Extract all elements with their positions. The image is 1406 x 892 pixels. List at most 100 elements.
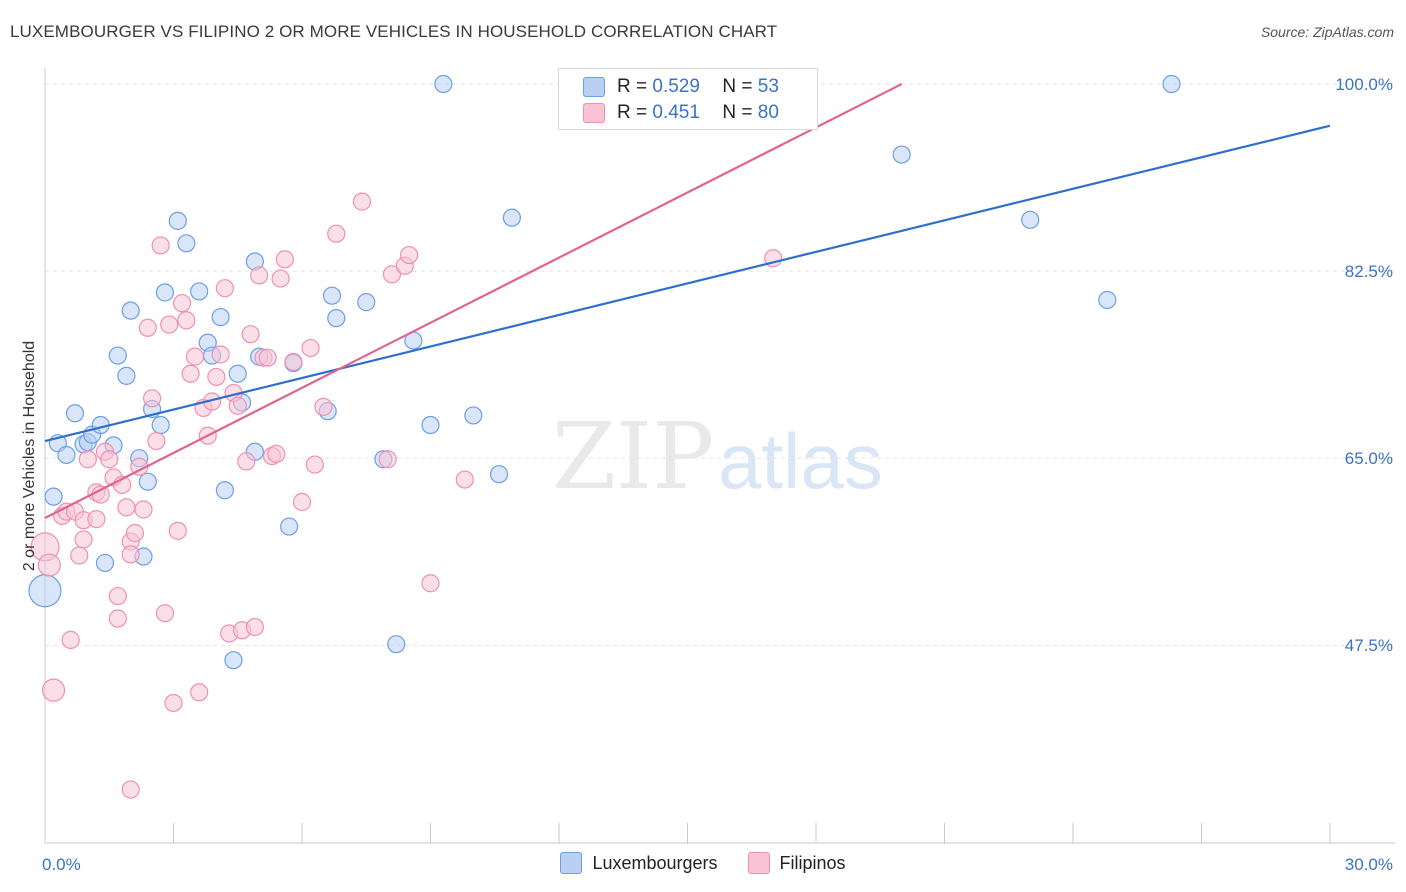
luxembourger-point (65, 404, 85, 423)
filipino-point (327, 224, 346, 243)
filipino-point (455, 470, 474, 489)
filipino-point (314, 397, 333, 416)
trend-line-luxembourgers (44, 124, 1331, 443)
filipino-point (382, 265, 402, 284)
legend-item-luxembourgers[interactable]: Luxembourgers (560, 852, 718, 874)
chart-source: Source: ZipAtlas.com (1260, 24, 1394, 40)
luxembourger-point (121, 301, 140, 320)
legend-r-value-filipinos: 0.451 (652, 102, 700, 123)
luxembourger-point (1021, 210, 1040, 229)
filipino-point (185, 347, 205, 366)
y-tick-label: 47.5% (1345, 636, 1393, 655)
luxembourger-point (44, 487, 63, 506)
filipino-point (78, 450, 97, 469)
filipino-point (121, 780, 140, 799)
watermark-atlas: atlas (718, 417, 883, 505)
luxembourger-point (464, 406, 483, 425)
axes (44, 68, 1395, 844)
luxembourger-point (357, 293, 376, 312)
filipino-point (147, 431, 166, 451)
gridlines (45, 83, 1395, 646)
luxembourger-point (502, 208, 521, 227)
filipino-point (399, 245, 419, 265)
y-tick-label: 100.0% (1335, 75, 1393, 94)
luxembourger-point (57, 445, 76, 465)
filipino-point (215, 279, 234, 298)
filipino-point (168, 521, 187, 540)
luxembourger-point (190, 282, 209, 301)
series-luxembourgers (28, 74, 1181, 670)
filipino-point (352, 192, 372, 211)
legend-r-label: R = (617, 76, 653, 97)
filipino-point (108, 609, 127, 628)
luxembourger-point (138, 472, 157, 491)
legend-item-filipinos[interactable]: Filipinos (747, 852, 846, 874)
filipino-point (151, 236, 170, 255)
filipino-point (211, 345, 230, 364)
luxembourger-point (322, 286, 342, 305)
luxembourger-point (489, 465, 509, 484)
luxembourger-point (1098, 290, 1117, 310)
luxembourger-point (215, 481, 234, 500)
luxembourger-point (1162, 74, 1181, 94)
filipino-point (108, 586, 127, 606)
filipino-point (190, 683, 209, 702)
filipino-point (237, 452, 256, 471)
chart-title: LUXEMBOURGER VS FILIPINO 2 OR MORE VEHIC… (10, 22, 778, 41)
y-axis-label: 2 or more Vehicles in Household (21, 341, 38, 571)
filipino-point (91, 485, 110, 504)
filipino-point (241, 325, 260, 344)
luxembourger-point (117, 366, 136, 385)
filipino-point (301, 338, 320, 358)
luxembourger-point (224, 651, 243, 670)
filipino-point (228, 396, 247, 415)
filipino-point (258, 348, 277, 367)
luxembourger-point (177, 234, 196, 253)
legend-r-label: R = (617, 102, 653, 123)
filipino-point (421, 574, 440, 593)
legend-n-label: N = (722, 76, 758, 97)
legend-row-luxembourgers: R = 0.529 N = 53 (583, 75, 779, 99)
x-tick-label: 0.0% (42, 855, 81, 874)
legend-r-value-luxembourgers: 0.529 (652, 76, 700, 97)
luxembourger-point (387, 635, 406, 654)
x-tick-label: 30.0% (1345, 855, 1393, 874)
filipino-point (134, 500, 153, 519)
legend-n-label: N = (722, 102, 758, 123)
filipino-point (87, 510, 106, 529)
filipino-point (267, 444, 286, 463)
filipino-point (284, 352, 303, 372)
legend-row-filipinos: R = 0.451 N = 80 (583, 101, 779, 125)
legend-swatch-luxembourgers (583, 77, 605, 97)
y-tick-label: 65.0% (1345, 449, 1393, 468)
filipino-point (138, 318, 157, 337)
filipino-point (74, 530, 93, 549)
luxembourger-point (421, 415, 440, 435)
filipino-point (292, 492, 312, 512)
series-legend: Luxembourgers Filipinos (0, 852, 1406, 874)
filipino-point (70, 546, 89, 565)
luxembourger-point (151, 415, 170, 435)
filipino-point (271, 269, 290, 288)
legend-n-value-filipinos: 80 (757, 102, 779, 123)
filipino-point (207, 367, 226, 387)
trend-line-filipinos (44, 83, 903, 520)
luxembourger-point (155, 283, 175, 302)
filipino-point (155, 604, 175, 623)
filipino-point (37, 553, 61, 577)
luxembourger-point (228, 364, 247, 383)
watermark: ZIP atlas (552, 403, 883, 510)
filipino-point (250, 266, 269, 285)
legend-label-filipinos: Filipinos (779, 852, 846, 873)
filipino-point (142, 389, 162, 408)
legend-n-value-luxembourgers: 53 (757, 76, 779, 97)
filipino-point (61, 630, 80, 649)
luxembourger-point (168, 211, 187, 230)
filipino-point (100, 450, 119, 469)
y-tick-label: 82.5% (1345, 262, 1393, 281)
y-tick-labels: 100.0% 82.5% 65.0% 47.5% (1335, 75, 1393, 655)
filipino-point (172, 294, 192, 313)
watermark-zip: ZIP (552, 403, 714, 510)
luxembourger-point (28, 574, 62, 608)
luxembourger-point (327, 309, 346, 328)
